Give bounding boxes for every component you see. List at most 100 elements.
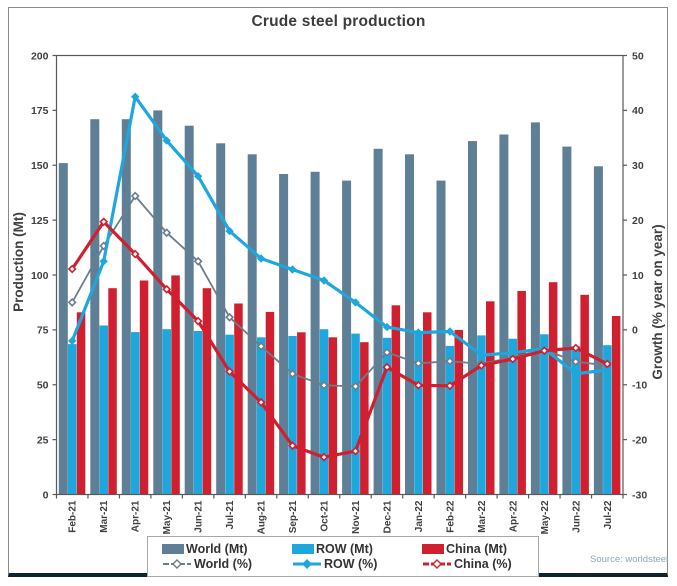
marker-china-apr-21 [130,249,140,259]
bar-world-mt-jun-22 [562,146,572,495]
bar-china-mt-apr-21 [139,280,149,495]
marker-world-may-21 [162,228,172,238]
bar-china-mt-jun-22 [580,294,589,495]
bar-china-mt-jun-21 [202,288,212,495]
legend-label: ROW (Mt) [316,542,373,556]
bar-row-mt-jul-22 [603,345,612,495]
left-tick-label: 75 [37,325,49,337]
marker-world-jul-21 [225,312,235,322]
x-tick-label: Sep-21 [288,500,299,533]
x-tick-label: Mar-22 [477,500,488,533]
legend-bar-swatch-icon [292,544,314,554]
marker-china-oct-21 [319,452,329,462]
legend-item-china-mt-: China (Mt) [408,542,538,556]
marker-row-nov-21 [351,298,360,307]
bar-china-mt-feb-22 [454,329,463,495]
bar-row-mt-jul-21 [225,334,234,495]
bar-row-mt-feb-21 [68,344,77,495]
left-tick-label: 175 [31,105,49,117]
bar-china-mt-mar-22 [486,301,495,495]
marker-world-nov-21 [351,381,360,391]
bar-row-mt-may-22 [540,334,549,495]
bar-world-mt-oct-21 [310,171,320,495]
bar-row-mt-jun-22 [571,346,581,495]
x-tick-label: Jul-21 [225,500,236,529]
line-china- [70,220,609,459]
legend-label: ROW (%) [324,557,378,571]
marker-row-may-21 [162,136,171,145]
marker-china-mar-22 [476,361,486,370]
bar-world-mt-sep-21 [279,174,289,495]
right-tick-label: 10 [632,270,644,282]
bar-world-mt-aug-21 [247,154,257,495]
x-tick-label: May-22 [540,500,551,534]
marker-world-sep-21 [288,369,297,379]
marker-row-jun-21 [193,171,203,181]
bar-world-mt-jul-21 [216,143,226,495]
right-tick-label: -30 [632,489,647,501]
left-tick-label: 100 [31,270,49,282]
bar-china-mt-feb-21 [76,312,86,495]
marker-world-feb-21 [67,297,77,307]
left-tick-label: 25 [37,434,49,446]
x-tick-label: Jul-22 [603,500,614,529]
marker-china-mar-21 [99,217,109,227]
marker-row-dec-21 [382,322,392,332]
right-axis-title: Growth (% year on year) [650,224,665,379]
marker-row-jul-21 [225,226,234,236]
x-tick-label: Jun-22 [571,500,582,533]
bar-china-mt-jul-21 [234,303,243,495]
bar-world-mt-nov-21 [342,180,352,495]
marker-china-jan-22 [413,380,423,390]
bar-world-mt-may-21 [153,110,163,495]
bar-row-mt-feb-22 [445,345,455,495]
legend-label: World (Mt) [186,542,248,556]
legend-bar-swatch-icon [422,544,444,554]
x-tick-label: Aug-21 [257,500,268,534]
left-tick-label: 0 [43,489,49,501]
marker-world-feb-22 [445,356,455,366]
right-tick-label: 30 [632,160,644,172]
bar-china-mt-sep-21 [297,332,306,495]
x-tick-label: Nov-21 [351,500,362,534]
bar-china-mt-jan-22 [423,312,432,495]
marker-china-aug-21 [256,397,266,407]
x-tick-label: Apr-22 [508,500,519,532]
marker-row-aug-21 [256,254,266,263]
bar-china-mt-dec-21 [391,305,401,495]
bar-world-mt-apr-21 [121,119,131,495]
marker-world-dec-21 [382,347,392,357]
legend-line-swatch-icon [423,559,451,569]
bar-row-mt-apr-22 [508,338,518,495]
bar-china-mt-mar-21 [108,288,117,495]
marker-world-aug-21 [256,341,266,351]
bar-world-mt-feb-22 [436,180,446,495]
marker-china-apr-22 [508,354,518,364]
legend-label: China (Mt) [446,542,508,556]
marker-row-jan-22 [414,328,423,337]
bar-row-mt-aug-21 [256,337,266,495]
bar-row-mt-jan-22 [414,332,423,495]
x-tick-label: Feb-21 [68,500,79,533]
marker-china-nov-21 [351,446,360,456]
bar-row-mt-jun-21 [193,331,203,495]
bar-world-mt-may-22 [530,122,540,495]
right-tick-label: -20 [632,434,647,446]
x-tick-label: May-21 [162,500,173,534]
legend-label: World (%) [194,557,253,571]
marker-world-jan-22 [413,358,423,368]
marker-china-jun-21 [193,316,203,326]
left-tick-label: 200 [31,50,49,62]
marker-row-mar-22 [477,350,486,360]
x-tick-label: Jan-22 [414,500,425,532]
bar-row-mt-apr-21 [131,332,140,495]
marker-china-feb-22 [445,381,455,391]
marker-world-apr-21 [130,191,140,201]
right-tick-label: 50 [632,50,644,62]
bar-china-mt-oct-21 [328,337,338,495]
chart-title: Crude steel production [251,13,426,30]
right-tick-label: 20 [632,215,644,227]
x-tick-label: Feb-22 [445,500,456,533]
marker-row-oct-21 [319,276,329,285]
